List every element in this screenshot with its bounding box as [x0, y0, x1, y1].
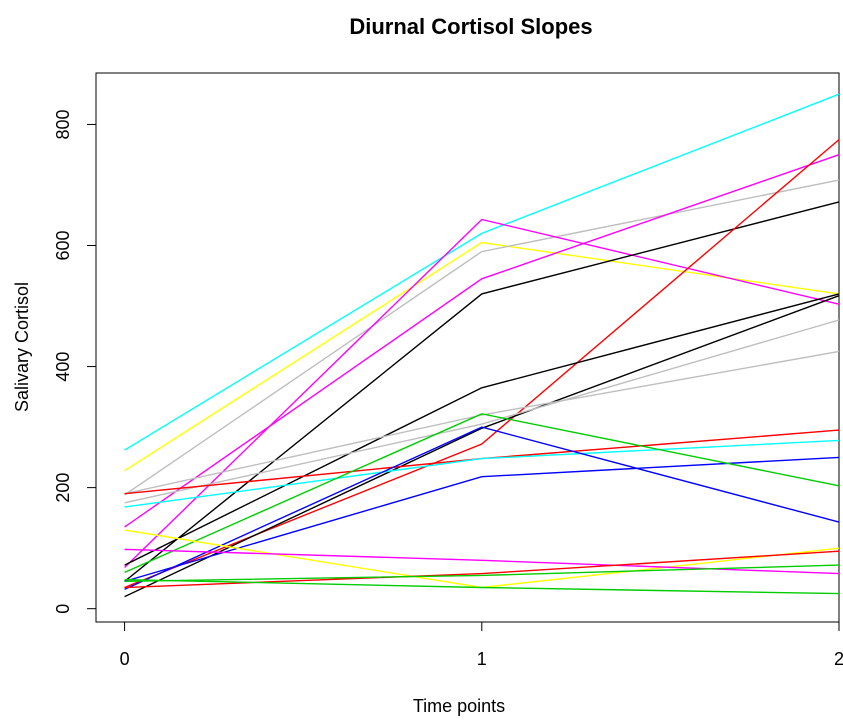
x-axis: 0 1 2: [120, 622, 843, 669]
series-line-11: [124, 350, 840, 495]
series-line-18: [124, 548, 840, 575]
y-tick-label: 400: [53, 352, 73, 382]
series-line-10: [124, 319, 840, 504]
series-lines: [124, 93, 840, 598]
series-line-4: [124, 154, 840, 528]
y-axis: 0 200 400 600 800: [53, 109, 96, 614]
x-axis-label: Time points: [413, 696, 505, 716]
series-line-5: [124, 218, 840, 569]
series-line-9: [124, 295, 840, 598]
series-line-20: [124, 564, 840, 583]
series-line-13: [124, 439, 840, 508]
series-line-14: [124, 456, 840, 583]
y-tick-label: 600: [53, 230, 73, 260]
series-line-3: [124, 179, 840, 496]
y-tick-label: 200: [53, 473, 73, 503]
series-line-17: [124, 529, 840, 589]
y-axis-label: Salivary Cortisol: [12, 282, 32, 412]
x-tick-label: 0: [120, 649, 130, 669]
plot-frame: [95, 72, 840, 623]
y-tick-label: 0: [53, 604, 73, 614]
series-line-2: [124, 241, 840, 472]
series-line-21: [124, 578, 840, 595]
chart-title: Diurnal Cortisol Slopes: [349, 14, 592, 39]
series-line-1: [124, 93, 840, 451]
series-line-12: [124, 429, 840, 495]
series-line-15: [124, 426, 840, 590]
series-line-8: [124, 293, 840, 566]
y-tick-label: 800: [53, 109, 73, 139]
series-line-16: [124, 413, 840, 574]
series-line-7: [124, 139, 840, 589]
x-tick-label: 2: [834, 649, 843, 669]
series-line-6: [124, 201, 840, 582]
x-tick-label: 1: [477, 649, 487, 669]
